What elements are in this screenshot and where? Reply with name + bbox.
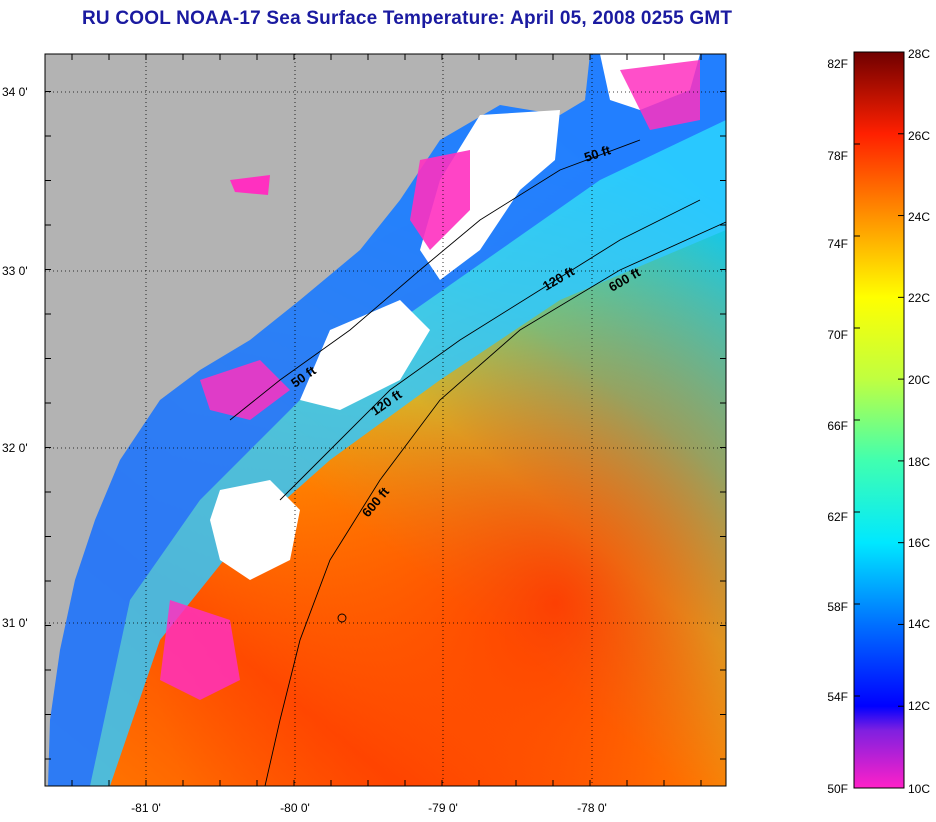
colorbar-ticks (854, 51, 904, 789)
cold-edge-patch (230, 175, 270, 195)
lat-label: 34 0' (2, 85, 28, 99)
colorbar-f-label: 58F (827, 600, 848, 614)
cold-edge-patch (160, 600, 240, 700)
lon-label: -81 0' (131, 801, 161, 815)
colorbar-c-label: 10C (908, 782, 930, 796)
colorbar-f-label: 62F (827, 510, 848, 524)
colorbar-f-label: 66F (827, 419, 848, 433)
colorbar-c-label: 18C (908, 455, 930, 469)
colorbar-scale (853, 51, 905, 789)
lat-label: 33 0' (2, 264, 28, 278)
lon-label: -78 0' (577, 801, 607, 815)
cold-edge-patch (620, 60, 700, 130)
land-mass (45, 54, 590, 786)
colorbar-c-label: 28C (908, 47, 930, 61)
cold-edge-patch (410, 150, 470, 250)
colorbar-f-label: 74F (827, 237, 848, 251)
colorbar-c-label: 22C (908, 291, 930, 305)
colorbar-c-label: 24C (908, 210, 930, 224)
colorbar-f-label: 54F (827, 690, 848, 704)
station-marker (337, 613, 347, 623)
lat-lon-grid (45, 54, 726, 786)
map-frame (44, 53, 727, 787)
temperature-colorbar: 82F 78F 74F 70F 66F 62F 58F 54F 50F 28C … (827, 47, 930, 796)
colorbar-f-label: 50F (827, 782, 848, 796)
colorbar-f-label: 82F (827, 57, 848, 71)
colorbar-c-label: 20C (908, 373, 930, 387)
axis-ticks (45, 54, 726, 786)
map-title: RU COOL NOAA-17 Sea Surface Temperature:… (82, 8, 733, 29)
cold-edge-patch (200, 360, 290, 420)
isobath-120ft (279, 199, 701, 501)
lat-label: 31 0' (2, 616, 28, 630)
colorbar-c-label: 16C (908, 536, 930, 550)
lon-label: -79 0' (428, 801, 458, 815)
cloud-patch (300, 300, 430, 410)
cloud-patch (210, 480, 300, 580)
cloud-patch (420, 110, 560, 280)
isobath-600ft (264, 221, 726, 786)
colorbar-c-label: 26C (908, 129, 930, 143)
lon-label: -80 0' (280, 801, 310, 815)
colorbar-f-label: 78F (827, 149, 848, 163)
colorbar-f-label: 70F (827, 328, 848, 342)
colorbar-panel: 82F 78F 74F 70F 66F 62F 58F 54F 50F 28C … (780, 0, 936, 817)
lat-label: 32 0' (2, 441, 28, 455)
isobath-50ft (229, 139, 641, 421)
sst-map: 50 ft 120 ft 600 ft 50 ft 120 ft 600 ft (2, 53, 727, 815)
colorbar-c-label: 14C (908, 617, 930, 631)
colorbar-c-label: 12C (908, 699, 930, 713)
sst-map-panel: 50 ft 120 ft 600 ft 50 ft 120 ft 600 ft (2, 53, 727, 815)
